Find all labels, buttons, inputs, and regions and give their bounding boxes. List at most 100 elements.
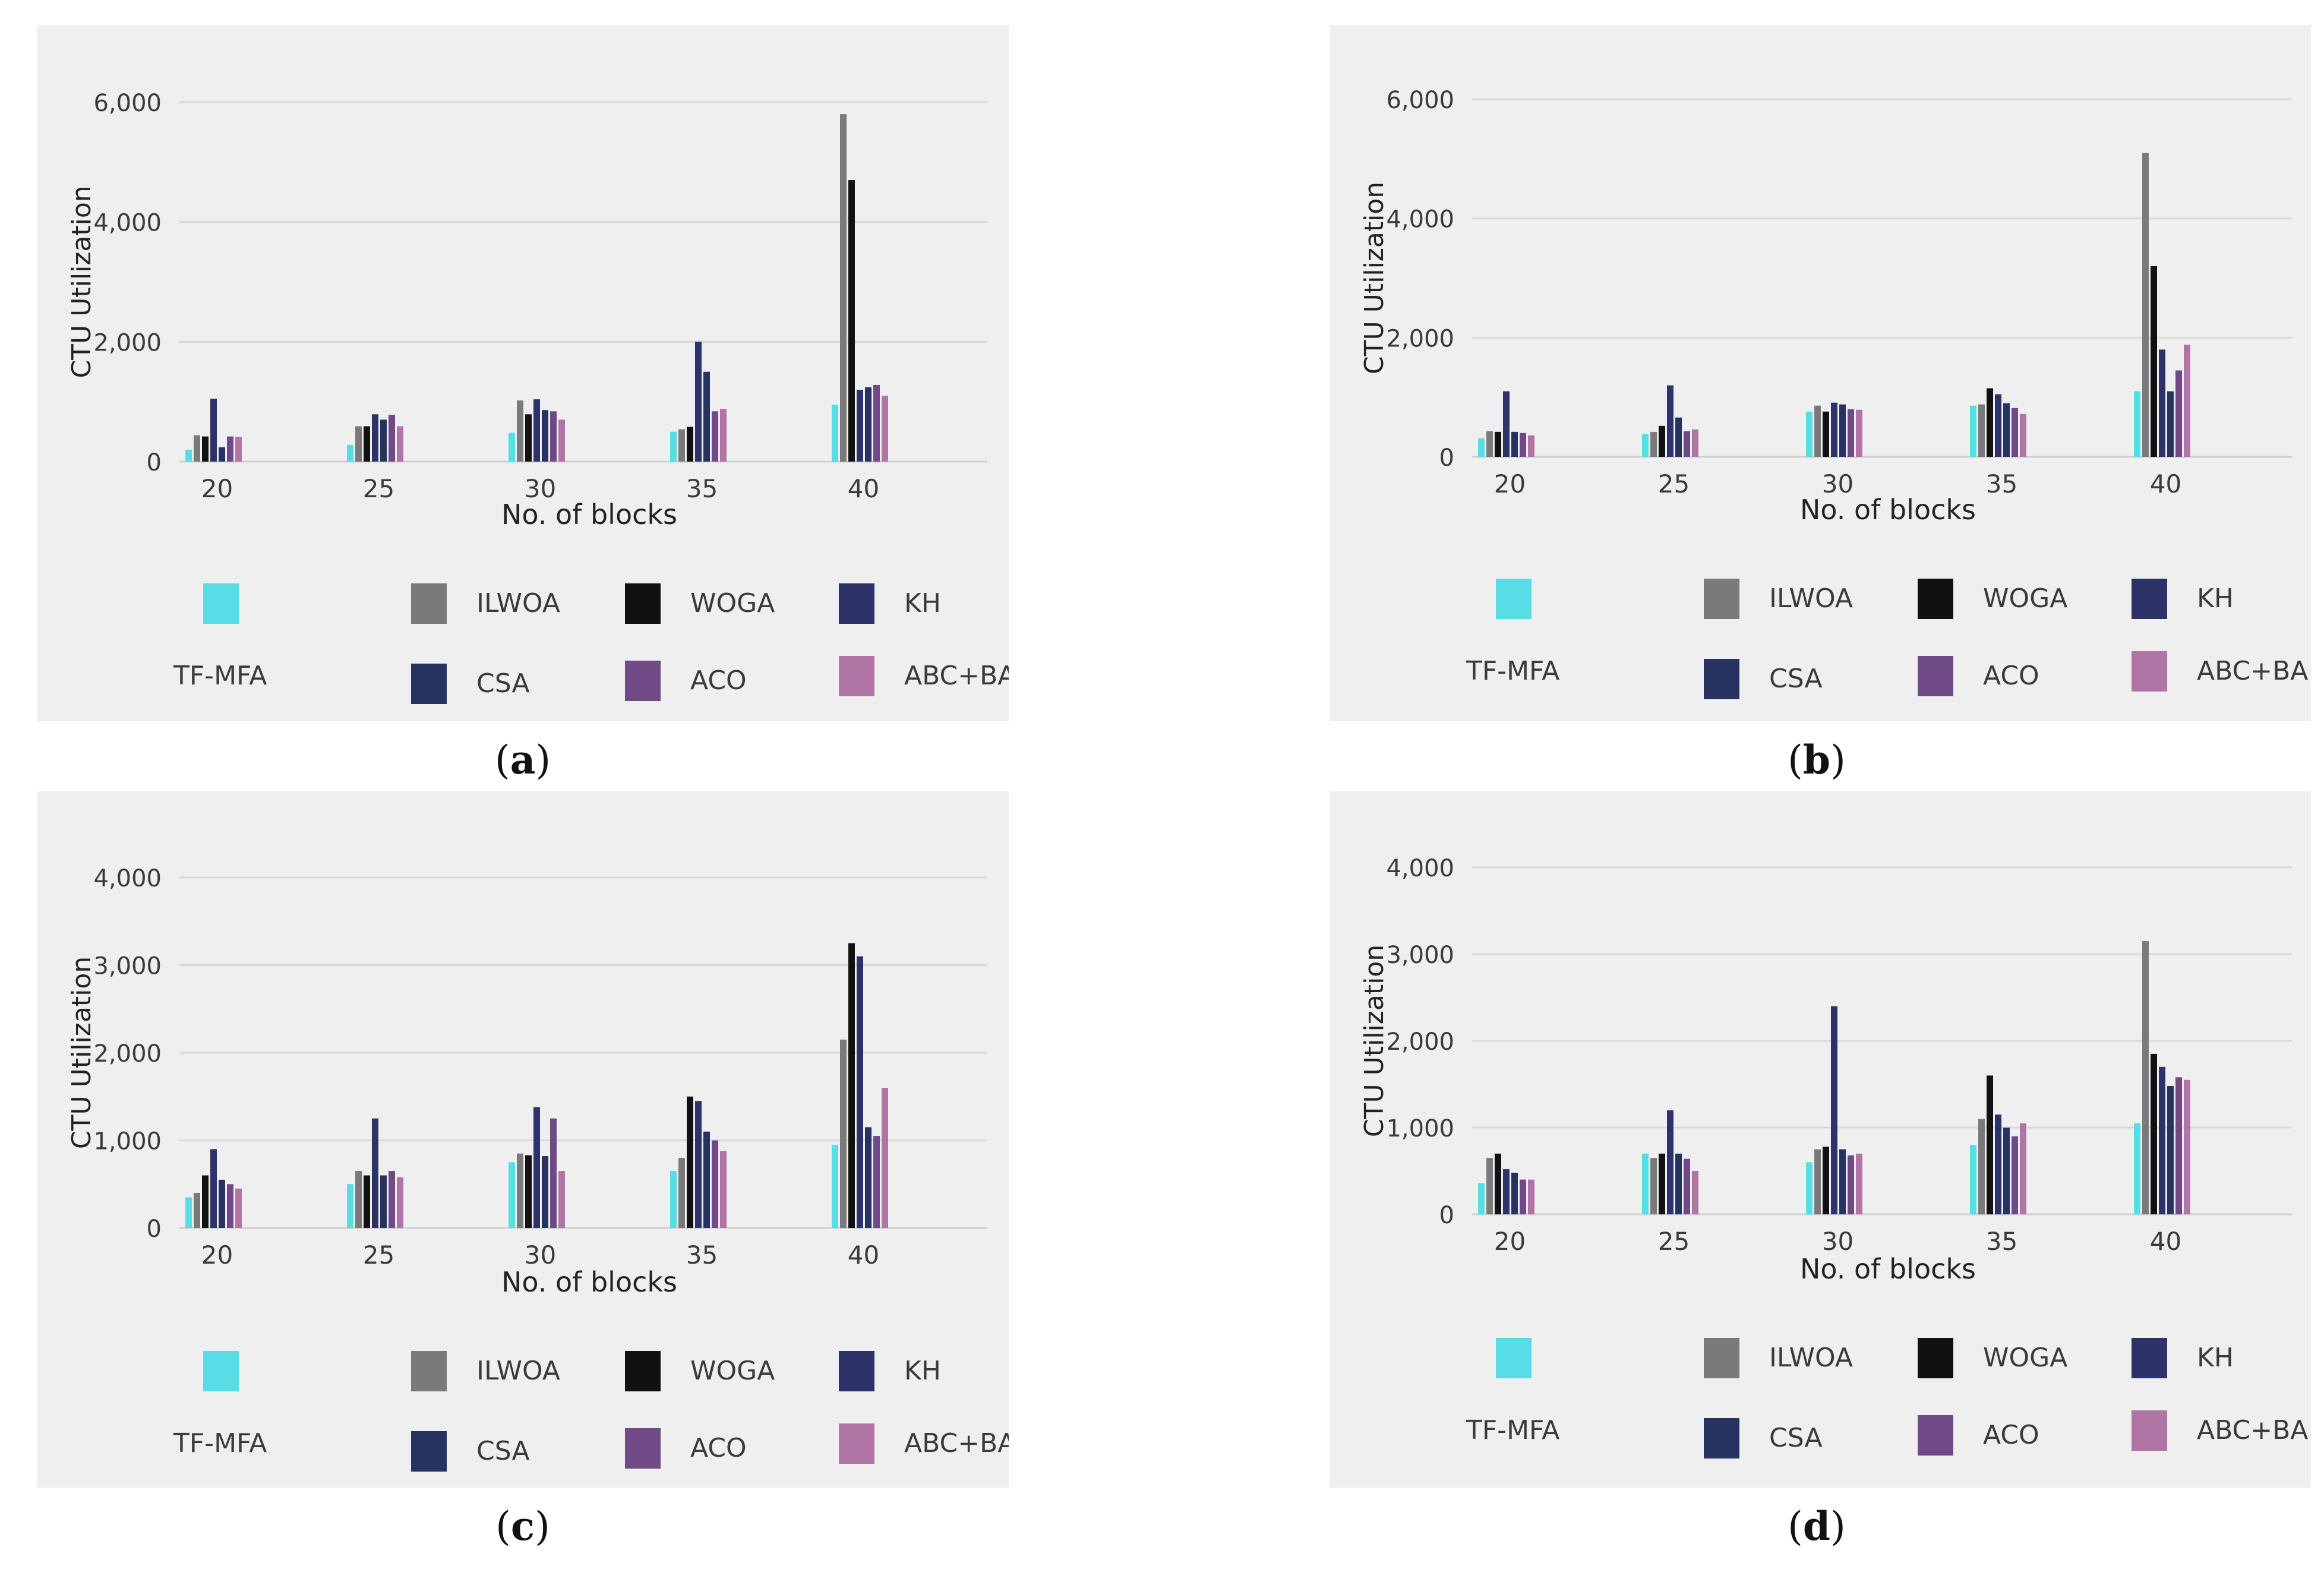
bar-abc-ba-25: [1692, 1171, 1698, 1214]
bar-woga-30: [1823, 411, 1829, 457]
bar-tf-mfa-20: [185, 1197, 192, 1228]
bar-kh-25: [372, 1118, 378, 1228]
bar-ilwoa-25: [1650, 1158, 1657, 1214]
legend-swatch-aco: [625, 661, 661, 701]
x-axis-label: No. of blocks: [501, 1266, 677, 1298]
bar-tf-mfa-40: [2134, 391, 2140, 457]
bar-tf-mfa-30: [1806, 411, 1813, 457]
bar-aco-35: [712, 411, 718, 462]
caption-d-letter: d: [1802, 1503, 1831, 1549]
y-tick-label: 2,000: [93, 329, 162, 356]
x-tick-label: 30: [525, 474, 556, 503]
bar-abc-ba-25: [397, 1177, 403, 1228]
caption-b-letter: b: [1802, 737, 1831, 783]
bar-csa-40: [865, 387, 872, 462]
y-tick-label: 1,000: [1386, 1115, 1454, 1142]
chart-panel-a: 0 2,000 4,000 6,000 CTU Utilization 20 25 30 35 4…: [37, 25, 1009, 721]
bar-abc-ba-40: [882, 1088, 888, 1228]
bar-kh-35: [1995, 394, 2001, 457]
legend-swatch-tf-mfa: [1496, 579, 1532, 619]
legend-label: WOGA: [690, 1356, 775, 1386]
bar-ilwoa-30: [517, 400, 523, 462]
legend-swatch-kh: [2132, 1338, 2167, 1378]
chart-d-svg: 0 1,000 2,000 3,000 4,000 CTU Utilization 20 25…: [1359, 855, 2308, 1458]
bar-ilwoa-35: [1978, 1119, 1985, 1214]
bar-ilwoa-40: [840, 1039, 847, 1228]
legend-swatch-aco: [1918, 656, 1953, 696]
y-tick-label: 4,000: [93, 865, 162, 892]
bar-tf-mfa-40: [2134, 1123, 2140, 1214]
y-tick-label: 2,000: [93, 1040, 162, 1068]
bar-ilwoa-25: [1650, 431, 1657, 457]
y-tick-label: 6,000: [1386, 87, 1454, 114]
legend-label: ILWOA: [1769, 583, 1853, 614]
bar-tf-mfa-25: [347, 444, 353, 462]
bar-csa-20: [219, 447, 225, 462]
x-tick-label: 20: [1494, 469, 1526, 498]
legend-swatch-woga: [625, 1351, 661, 1391]
bar-abc-ba-30: [558, 1171, 565, 1228]
bar-aco-20: [1520, 1179, 1526, 1214]
x-tick-label: 35: [686, 1240, 718, 1270]
legend-label: WOGA: [690, 588, 775, 618]
bar-woga-20: [202, 1175, 209, 1228]
bar-aco-40: [873, 384, 880, 462]
caption-a-letter: a: [510, 737, 536, 783]
bar-woga-40: [2151, 266, 2157, 457]
bar-abc-ba-30: [1856, 409, 1862, 457]
bar-aco-25: [389, 415, 395, 462]
y-tick-label: 3,000: [1386, 942, 1454, 969]
bar-tf-mfa-25: [1642, 1153, 1649, 1214]
bar-aco-35: [2012, 1136, 2018, 1214]
bar-woga-20: [1495, 1153, 1501, 1214]
bar-aco-25: [1684, 1158, 1690, 1214]
bar-woga-25: [1659, 425, 1665, 457]
bar-woga-40: [2151, 1053, 2157, 1214]
bar-kh-40: [2159, 349, 2165, 457]
bar-ilwoa-20: [1486, 431, 1493, 457]
bar-woga-25: [364, 426, 370, 462]
bar-abc-ba-40: [2184, 1079, 2190, 1214]
bar-abc-ba-25: [1692, 429, 1698, 457]
legend-label: TF-MFA: [1466, 656, 1559, 686]
bar-ilwoa-30: [1814, 1149, 1821, 1214]
bar-csa-35: [2003, 403, 2010, 457]
bar-aco-35: [2012, 408, 2018, 457]
chart-panel-b: 0 2,000 4,000 6,000 CTU Utilization 20 25 30 35 4…: [1330, 25, 2311, 721]
x-tick-label: 25: [1658, 1227, 1690, 1256]
bar-kh-40: [857, 956, 863, 1228]
bar-kh-25: [372, 414, 378, 462]
x-axis-label: No. of blocks: [1800, 494, 1976, 526]
y-tick-label: 4,000: [1386, 855, 1454, 882]
bar-kh-20: [1503, 1169, 1510, 1214]
legend-swatch-abc-ba: [839, 1423, 874, 1464]
legend-swatch-kh: [839, 1351, 874, 1391]
bar-abc-ba-20: [1528, 1179, 1534, 1214]
legend-label: KH: [2197, 1343, 2234, 1373]
x-tick-label: 30: [1822, 1227, 1853, 1256]
legend-label: ILWOA: [1769, 1343, 1853, 1373]
x-tick-label: 35: [1986, 469, 2017, 498]
bar-woga-30: [525, 414, 532, 462]
bar-ilwoa-35: [1978, 404, 1985, 457]
y-tick-label: 0: [147, 449, 162, 476]
bar-tf-mfa-20: [185, 449, 192, 462]
legend-swatch-csa: [1704, 1418, 1739, 1458]
y-tick-label: 0: [1439, 1202, 1454, 1229]
bar-kh-20: [210, 399, 217, 462]
bar-woga-30: [1823, 1147, 1829, 1214]
bar-tf-mfa-35: [1970, 405, 1976, 457]
bar-abc-ba-40: [2184, 345, 2190, 457]
bar-ilwoa-25: [355, 426, 362, 462]
bar-woga-40: [848, 180, 855, 462]
bar-ilwoa-20: [1486, 1158, 1493, 1214]
bar-woga-40: [848, 943, 855, 1228]
bar-csa-20: [219, 1179, 225, 1228]
y-axis-label: CTU Utilization: [67, 185, 97, 378]
x-tick-label: 40: [848, 1240, 879, 1270]
bar-aco-20: [227, 1184, 233, 1228]
bar-abc-ba-35: [2020, 1123, 2026, 1214]
y-tick-label: 4,000: [93, 210, 162, 237]
y-axis-label: CTU Utilization: [1359, 945, 1390, 1137]
bar-csa-25: [1675, 1153, 1682, 1214]
